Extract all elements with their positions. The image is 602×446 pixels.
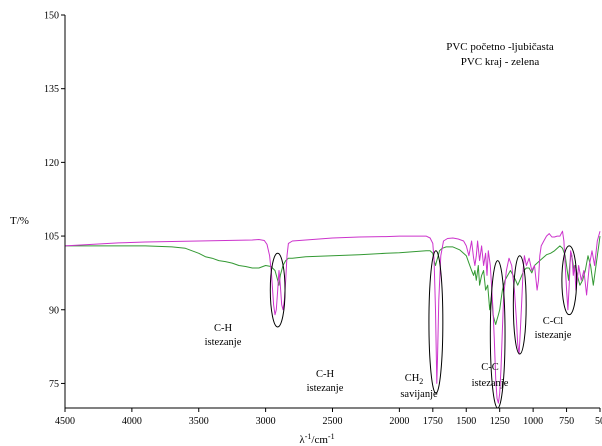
annotation-ellipses xyxy=(269,245,578,409)
annotation-label: C-H xyxy=(316,369,335,380)
x-tick-label: 50 xyxy=(595,416,602,427)
annotation-label: CH2 xyxy=(405,373,424,386)
x-axis-title: λ-1/cm-1 xyxy=(299,432,334,446)
axes-frame xyxy=(64,15,600,409)
y-tick-label: 135 xyxy=(44,84,59,95)
x-tick-label: 750 xyxy=(559,416,574,427)
y-tick-label: 150 xyxy=(44,11,59,22)
y-axis-title: T/% xyxy=(10,215,29,227)
annotation-label: istezanje xyxy=(535,330,572,341)
x-tick-label: 1750 xyxy=(423,416,443,427)
annotation-ch-stretch-2: C-H istezanje xyxy=(307,369,344,394)
x-tick-label: 3000 xyxy=(256,416,276,427)
annotation-ch-stretch-1: C-H istezanje xyxy=(205,323,242,348)
annotation-subscript: 2 xyxy=(419,377,423,386)
y-tick-label: 75 xyxy=(49,379,59,390)
annotation-label: C-C xyxy=(481,362,499,373)
tick-layer xyxy=(61,14,601,412)
x-tick-label: 1250 xyxy=(490,416,510,427)
y-tick-label: 120 xyxy=(44,158,59,169)
annotation-label: C-Cl xyxy=(543,316,564,327)
series-line-purple xyxy=(64,230,601,404)
ellipse-ch-stretch-1 xyxy=(269,252,286,328)
annotation-label: istezanje xyxy=(472,378,509,389)
legend-entry-green: PVC kraj - zelena xyxy=(461,56,540,68)
tick-label-layer: 75 90 105 120 135 150 4500 4000 3500 3000 2500 2000… xyxy=(44,11,602,428)
ellipse-cc-stretch xyxy=(512,255,527,355)
y-tick-label: 90 xyxy=(49,305,59,316)
annotation-label: istezanje xyxy=(205,337,242,348)
x-tick-label: 1000 xyxy=(523,416,543,427)
annotation-ch2-bend: CH2 savijanje xyxy=(400,373,438,400)
x-tick-label: 4500 xyxy=(55,416,75,427)
annotation-ccl-stretch: C-Cl istezanje xyxy=(535,316,572,341)
ellipse-ch-stretch-2 xyxy=(428,250,444,394)
legend-entry-purple: PVC početno -ljubičasta xyxy=(446,41,554,53)
y-tick-label: 105 xyxy=(44,232,59,243)
x-tick-label: 2000 xyxy=(389,416,409,427)
annotation-label: C-H xyxy=(214,323,233,334)
annotation-cc-stretch: C-C istezanje xyxy=(472,362,509,389)
annotation-label: istezanje xyxy=(307,383,344,394)
x-tick-label: 2500 xyxy=(323,416,343,427)
x-tick-label: 3500 xyxy=(189,416,209,427)
x-tick-label: 4000 xyxy=(122,416,142,427)
series-line-green xyxy=(65,236,601,325)
ellipse-ccl-stretch xyxy=(561,245,578,316)
x-tick-label: 1500 xyxy=(456,416,476,427)
annotation-label: CH xyxy=(405,373,420,384)
annotation-label: savijanje xyxy=(400,389,438,400)
